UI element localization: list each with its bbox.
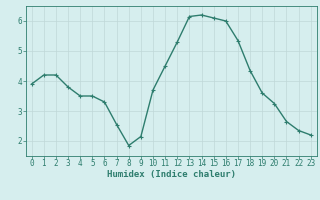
X-axis label: Humidex (Indice chaleur): Humidex (Indice chaleur) [107, 170, 236, 179]
